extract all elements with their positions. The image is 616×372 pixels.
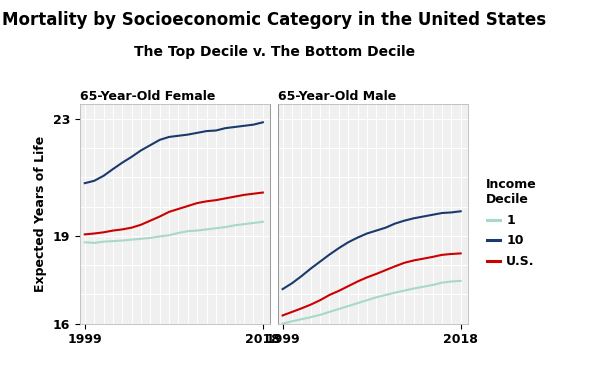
Text: The Top Decile v. The Bottom Decile: The Top Decile v. The Bottom Decile [134, 45, 415, 59]
Y-axis label: Expected Years of Life: Expected Years of Life [34, 136, 47, 292]
Text: 65-Year-Old Female: 65-Year-Old Female [80, 90, 216, 103]
Text: Mortality by Socioeconomic Category in the United States: Mortality by Socioeconomic Category in t… [2, 11, 546, 29]
Text: 65-Year-Old Male: 65-Year-Old Male [278, 90, 396, 103]
Legend: 1, 10, U.S.: 1, 10, U.S. [480, 173, 541, 273]
